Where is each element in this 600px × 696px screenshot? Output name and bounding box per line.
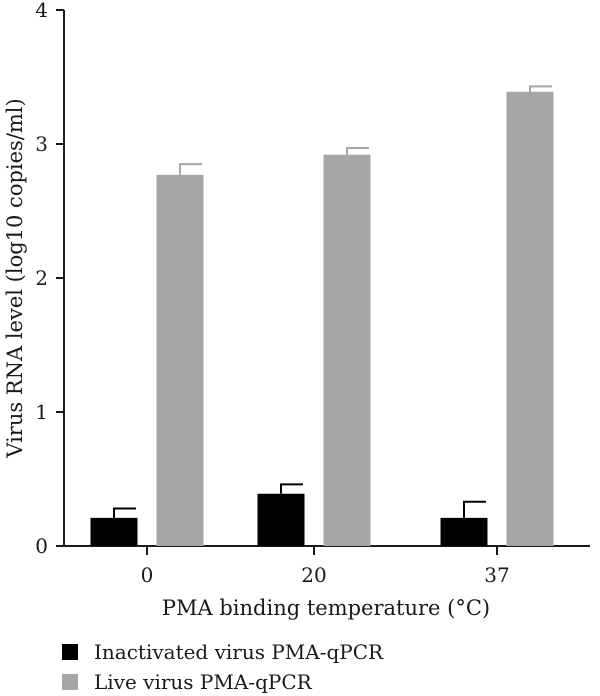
- bar: [156, 174, 204, 546]
- y-tick-label: 1: [35, 400, 48, 424]
- y-tick-label: 2: [35, 266, 48, 290]
- y-tick-label: 0: [35, 534, 48, 558]
- x-tick-label: 37: [484, 563, 509, 587]
- bar: [257, 493, 305, 546]
- x-ticks: 0 20 37: [141, 546, 510, 587]
- y-tick-label: 3: [35, 132, 48, 156]
- x-axis-title: PMA binding temperature (°C): [162, 596, 490, 620]
- legend: Inactivated virus PMA-qPCR Live virus PMA…: [62, 640, 384, 694]
- bar: [440, 517, 488, 546]
- legend-swatch: [62, 644, 78, 660]
- bar: [323, 154, 371, 546]
- bars: [90, 85, 554, 547]
- x-tick-label: 0: [141, 563, 154, 587]
- y-tick-label: 4: [35, 0, 48, 22]
- legend-label: Inactivated virus PMA-qPCR: [94, 640, 384, 664]
- y-ticks: 0 1 2 3 4: [35, 0, 64, 558]
- bar: [90, 517, 138, 546]
- legend-swatch: [62, 674, 78, 690]
- x-tick-label: 20: [301, 563, 326, 587]
- bar: [506, 91, 554, 547]
- y-axis-title: Virus RNA level (log10 copies/ml): [3, 98, 27, 458]
- legend-label: Live virus PMA-qPCR: [94, 670, 313, 694]
